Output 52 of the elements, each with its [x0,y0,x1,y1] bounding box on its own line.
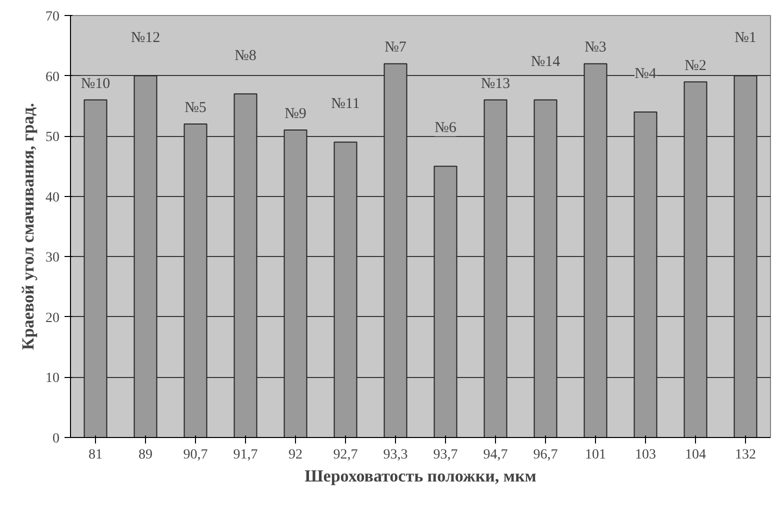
annotation: №13 [480,76,510,92]
x-tick-label: 132 [735,448,756,462]
x-tick-label: 92 [288,448,302,462]
annotation: №3 [584,40,606,56]
annotation: №10 [80,76,110,92]
x-tick-label: 81 [88,448,102,462]
bar [334,142,358,438]
annotation: №9 [284,106,306,122]
bar [234,93,258,438]
x-tick-label: 90,7 [183,448,208,462]
y-tick-label: 10 [46,371,60,386]
x-tick-label: 104 [685,448,706,462]
annotation: №4 [634,66,657,82]
x-tick-label: 101 [585,448,606,462]
x-tick-label: 103 [635,448,656,462]
x-tick-label: 94,7 [483,448,508,462]
bar [534,99,558,438]
annotation: №2 [684,58,706,74]
y-axis-title: Краевой угол смачивания, град. [18,103,38,350]
bar [184,124,208,438]
y-tick-label: 60 [46,70,60,85]
bar [484,99,508,438]
y-tick-label: 40 [46,190,60,206]
y-tick-label: 50 [46,130,60,146]
annotation: №14 [530,54,561,70]
bar [284,130,308,438]
bar [734,75,758,438]
annotation: №1 [734,30,756,46]
x-tick-label: 91,7 [233,448,258,462]
y-tick-label: 20 [46,310,60,326]
annotation: №7 [384,40,407,56]
y-tick-label: 30 [46,250,60,266]
bar [634,111,658,438]
annotation: №11 [331,96,360,112]
y-tick-label: 0 [52,432,60,446]
bar [684,81,708,438]
bar [584,63,608,438]
x-tick-label: 96,7 [533,448,558,462]
annotation: №12 [130,30,160,46]
x-tick-label: 93,7 [433,448,458,462]
bar [134,75,158,438]
annotation: №8 [234,48,256,64]
annotation: №5 [184,100,206,116]
x-axis-title: Шероховатость положки, мкм [304,466,537,486]
x-tick-label: 92,7 [333,448,358,462]
x-tick-label: 89 [138,448,152,462]
bar [384,63,408,438]
bar [84,99,108,438]
bar [434,166,458,438]
x-tick-label: 93,3 [383,448,408,462]
annotation: №6 [434,120,457,136]
y-tick-label: 70 [46,10,60,24]
